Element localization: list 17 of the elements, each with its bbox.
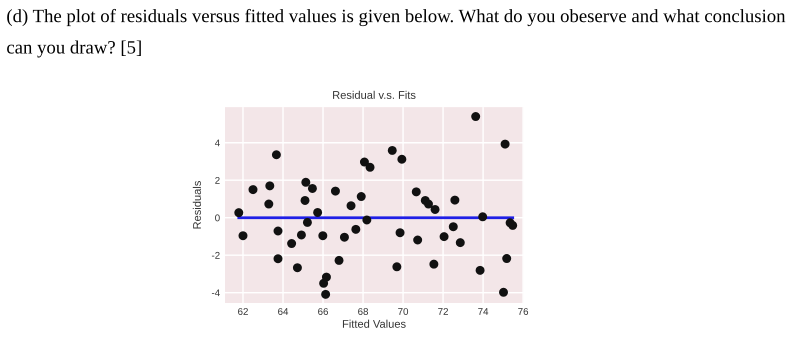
x-tick-label: 68 bbox=[358, 308, 368, 315]
y-tick-label: 0 bbox=[215, 214, 220, 222]
x-tick-label: 66 bbox=[318, 308, 328, 315]
x-axis-title: Fitted Values bbox=[342, 320, 406, 328]
x-tick-label: 62 bbox=[238, 308, 248, 315]
y-tick-label: -2 bbox=[212, 252, 220, 259]
x-tick-label: 64 bbox=[278, 308, 288, 315]
x-tick-label: 72 bbox=[438, 308, 448, 315]
y-tick-label: 2 bbox=[215, 176, 220, 184]
y-tick-label: 4 bbox=[214, 140, 220, 146]
x-tick-label: 70 bbox=[398, 308, 408, 315]
y-tick-label: -4 bbox=[212, 289, 220, 296]
x-tick-label: 74 bbox=[478, 308, 488, 315]
y-axis-title: Residuals bbox=[192, 181, 201, 229]
chart-title: Residual v.s. Fits bbox=[333, 90, 416, 99]
x-tick-label: 76 bbox=[518, 308, 528, 315]
text: (d) The plot of residuals versus fitted values is given below. What do you obeserve and what conclusion can you draw? [5] bbox=[7, 8, 786, 58]
